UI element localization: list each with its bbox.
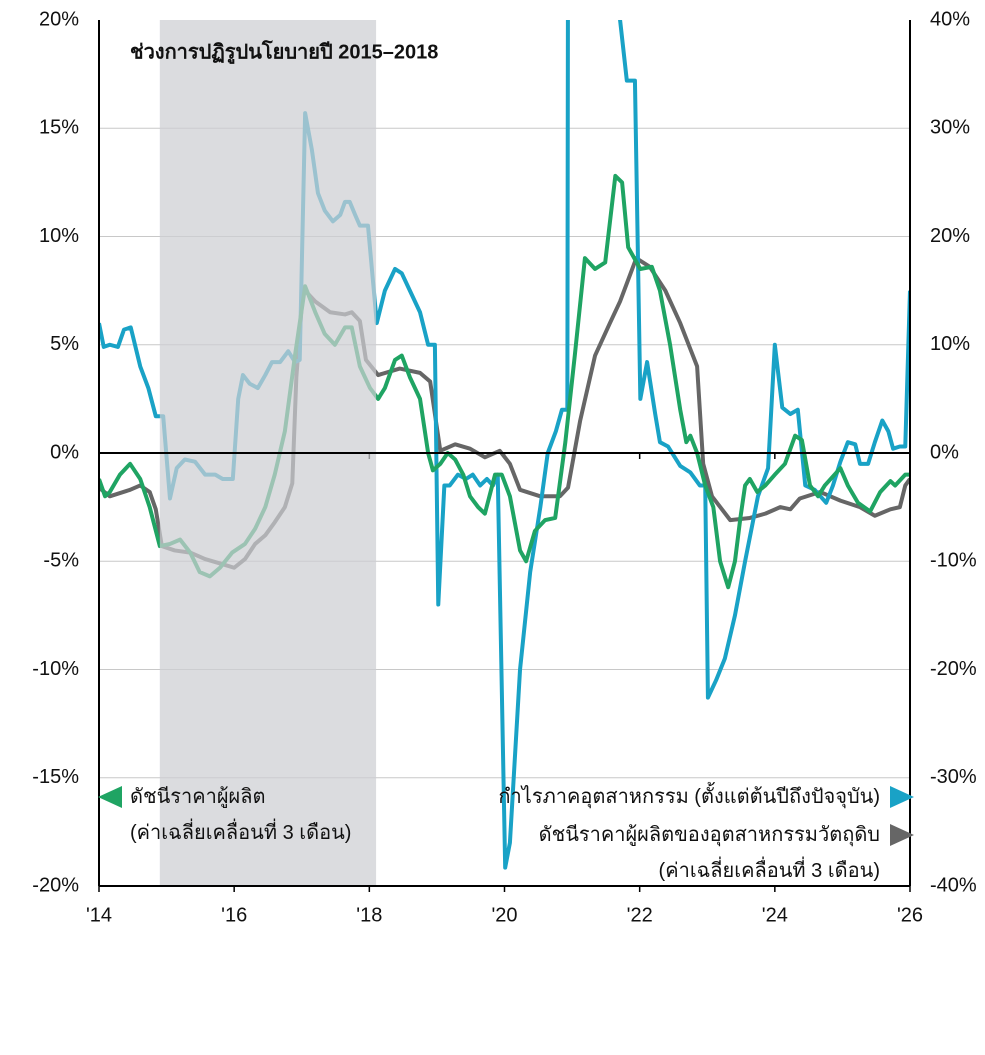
legend-label: ดัชนีราคาผู้ผลิต (ค่าเฉลี่ยเคลื่อนที่ 3 … (130, 786, 352, 844)
y2-tick-label: -10% (930, 550, 977, 572)
y-tick-label: 20% (39, 8, 79, 30)
y2-tick-label: 30% (930, 117, 970, 139)
y-tick-label: 5% (50, 333, 79, 355)
y2-tick-label: 0% (930, 441, 959, 463)
legend-marker (98, 786, 122, 808)
y-tick-label: -15% (32, 766, 79, 788)
x-tick-label: '18 (356, 904, 382, 926)
y-tick-label: 10% (39, 225, 79, 247)
x-tick-label: '24 (762, 904, 788, 926)
x-tick-label: '20 (491, 904, 517, 926)
x-tick-label: '14 (86, 904, 112, 926)
y2-tick-label: 20% (930, 225, 970, 247)
legend-label: กำไรภาคอุตสาหกรรม (ตั้งแต่ต้นปีถึงปัจจุบ… (498, 786, 880, 808)
y2-tick-label: -20% (930, 658, 977, 680)
x-tick-label: '16 (221, 904, 247, 926)
legend-marker (890, 786, 914, 808)
y2-tick-label: 10% (930, 333, 970, 355)
y-tick-label: -10% (32, 658, 79, 680)
y-tick-label: -20% (32, 874, 79, 896)
legend-label: ดัชนีราคาผู้ผลิตของอุตสาหกรรมวัตถุดิบ (ค… (538, 824, 880, 882)
x-tick-label: '26 (897, 904, 923, 926)
y2-tick-label: -40% (930, 874, 977, 896)
y-tick-label: -5% (43, 550, 79, 572)
annotation: ช่วงการปฏิรูปนโยบายปี 2015–2018 (130, 39, 438, 65)
y2-tick-label: 40% (930, 8, 970, 30)
legend-marker (890, 824, 914, 846)
y2-tick-label: -30% (930, 766, 977, 788)
y-tick-label: 15% (39, 117, 79, 139)
y-tick-label: 0% (50, 441, 79, 463)
x-tick-label: '22 (627, 904, 653, 926)
